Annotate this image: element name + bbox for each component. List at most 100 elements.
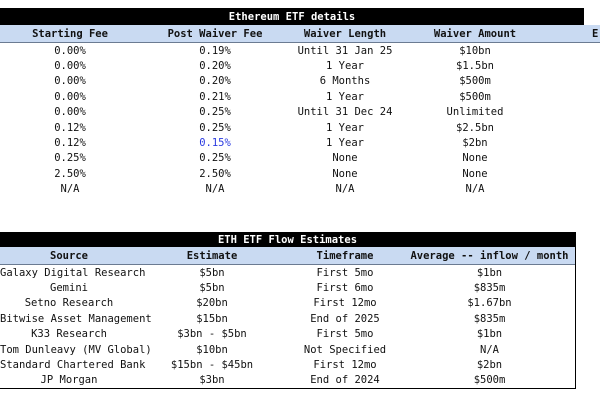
table-row: 0.00% 0.20% 6 Months $500m — [0, 74, 600, 89]
table-cell: $2.5bn — [456, 121, 494, 134]
table-cell: Standard Chartered Bank — [0, 359, 146, 372]
table-cell: $20bn — [196, 297, 228, 310]
table-cell: $500m — [459, 75, 491, 88]
table-cell: First 12mo — [313, 297, 377, 310]
table-cell: K33 Research — [31, 328, 107, 341]
table-cell: $5bn — [199, 282, 225, 295]
table-cell: $1.5bn — [456, 60, 494, 73]
table-cell: $835m — [473, 312, 506, 325]
table-cell: $3bn — [199, 374, 225, 387]
table-cell: $2bn — [462, 137, 488, 150]
table-row: Setno Research $20bn First 12mo $1.67bn — [0, 296, 575, 311]
table-row: 0.00% 0.19% Until 31 Jan 25 $10bn — [0, 43, 600, 58]
table-title: ETH ETF Flow Estimates — [0, 232, 575, 247]
table-cell: N/A — [205, 183, 225, 196]
table-cell: $3bn - $5bn — [177, 328, 247, 341]
header-source: Source — [50, 249, 88, 262]
table-row: 0.00% 0.21% 1 Year $500m — [0, 89, 600, 104]
table-cell: 0.20% — [199, 60, 231, 73]
table-cell: $500m — [473, 374, 506, 387]
table-cell: 2.50% — [54, 167, 86, 180]
table-cell: 0.00% — [54, 90, 86, 103]
table-cell: First 5mo — [316, 266, 374, 279]
header-timeframe: Timeframe — [316, 249, 374, 262]
table-cell: N/A — [335, 183, 355, 196]
table-cell: 6 Months — [319, 75, 371, 88]
table-cell: 0.25% — [199, 106, 231, 119]
table-cell: Unlimited — [446, 106, 504, 119]
table-cell: First 5mo — [316, 328, 374, 341]
table-cell: First 6mo — [316, 282, 374, 295]
table-header-row: Starting Fee Post Waiver Fee Waiver Leng… — [0, 25, 600, 43]
table-cell: 0.20% — [199, 75, 231, 88]
table-cell: N/A — [480, 343, 499, 356]
table-cell: First 12mo — [313, 359, 377, 372]
eth-etf-flow-estimates-table: ETH ETF Flow Estimates Source Estimate T… — [0, 232, 576, 390]
table-row: 2.50% 2.50% None None — [0, 166, 600, 181]
table-cell: 0.12% — [54, 137, 86, 150]
table-cell: $2bn — [476, 359, 503, 372]
table-row: K33 Research $3bn - $5bn First 5mo $1bn — [0, 327, 575, 342]
table-cell: 2.50% — [199, 167, 231, 180]
table-row: 0.12% 0.25% 1 Year $2.5bn — [0, 120, 600, 135]
table-row: Tom Dunleavy (MV Global) $10bn Not Specifi… — [0, 342, 575, 357]
table-cell: $10bn — [196, 343, 228, 356]
table-cell: 0.19% — [199, 44, 231, 57]
table-row: N/A N/A N/A N/A — [0, 182, 600, 197]
table-cell: $15bn - $45bn — [170, 359, 254, 372]
table-cell: 0.25% — [199, 121, 231, 134]
table-cell: $10bn — [459, 44, 491, 57]
table-cell: Until 31 Dec 24 — [297, 106, 393, 119]
table-cell: Not Specified — [303, 343, 387, 356]
table-cell: $15bn — [196, 312, 228, 325]
header-starting-fee: Starting Fee — [32, 27, 108, 40]
header-post-waiver-fee: Post Waiver Fee — [167, 27, 263, 40]
table-cell: $1.67bn — [467, 297, 512, 310]
table-cell: End of 2024 — [310, 374, 380, 387]
table-cell: Setno Research — [24, 297, 114, 310]
table-cell: None — [332, 152, 358, 165]
table-title: Ethereum ETF details — [0, 8, 584, 25]
header-average-inflow: Average -- inflow / month — [410, 249, 569, 262]
table-cell: 0.00% — [54, 106, 86, 119]
table-cell: 0.00% — [54, 75, 86, 88]
table-cell: None — [332, 167, 358, 180]
table-cell: Galaxy Digital Research — [0, 266, 146, 279]
table-row: 0.00% 0.20% 1 Year $1.5bn — [0, 58, 600, 73]
table-cell: Tom Dunleavy (MV Global) — [0, 343, 152, 356]
table-cell: $500m — [459, 90, 491, 103]
table-cell: 0.15% — [199, 137, 231, 150]
table-cell: None — [462, 167, 488, 180]
header-truncated: E — [592, 27, 599, 40]
table-cell: 0.25% — [199, 152, 231, 165]
table-row: 0.12% 0.15% 1 Year $2bn — [0, 135, 600, 150]
header-estimate: Estimate — [186, 249, 238, 262]
table-row: 0.25% 0.25% None None — [0, 151, 600, 166]
table-cell: $835m — [473, 282, 506, 295]
table-row: JP Morgan $3bn End of 2024 $500m — [0, 373, 575, 388]
table-cell: Bitwise Asset Management — [0, 312, 152, 325]
table-cell: End of 2025 — [310, 312, 380, 325]
table-cell: 0.00% — [54, 60, 86, 73]
table-cell: N/A — [60, 183, 80, 196]
table-cell: JP Morgan — [40, 374, 98, 387]
table-cell: 0.12% — [54, 121, 86, 134]
table-cell: 1 Year — [326, 121, 364, 134]
ethereum-etf-details-table: Ethereum ETF details Starting Fee Post W… — [0, 8, 600, 197]
table-cell: 1 Year — [326, 90, 364, 103]
table-cell: Gemini — [50, 282, 88, 295]
table-cell: N/A — [465, 183, 485, 196]
table-cell: Until 31 Jan 25 — [297, 44, 393, 57]
table-cell: $1bn — [476, 266, 503, 279]
table-row: Galaxy Digital Research $5bn First 5mo $1bn — [0, 265, 575, 280]
table-cell: 1 Year — [326, 60, 364, 73]
table-cell: 1 Year — [326, 137, 364, 150]
table-cell: 0.00% — [54, 44, 86, 57]
header-waiver-length: Waiver Length — [303, 27, 387, 40]
table-row: 0.00% 0.25% Until 31 Dec 24 Unlimited — [0, 105, 600, 120]
table-cell: 0.25% — [54, 152, 86, 165]
table-cell: $1bn — [476, 328, 503, 341]
table-cell: $5bn — [199, 266, 225, 279]
table-row: Gemini $5bn First 6mo $835m — [0, 280, 575, 295]
table-cell: None — [462, 152, 488, 165]
